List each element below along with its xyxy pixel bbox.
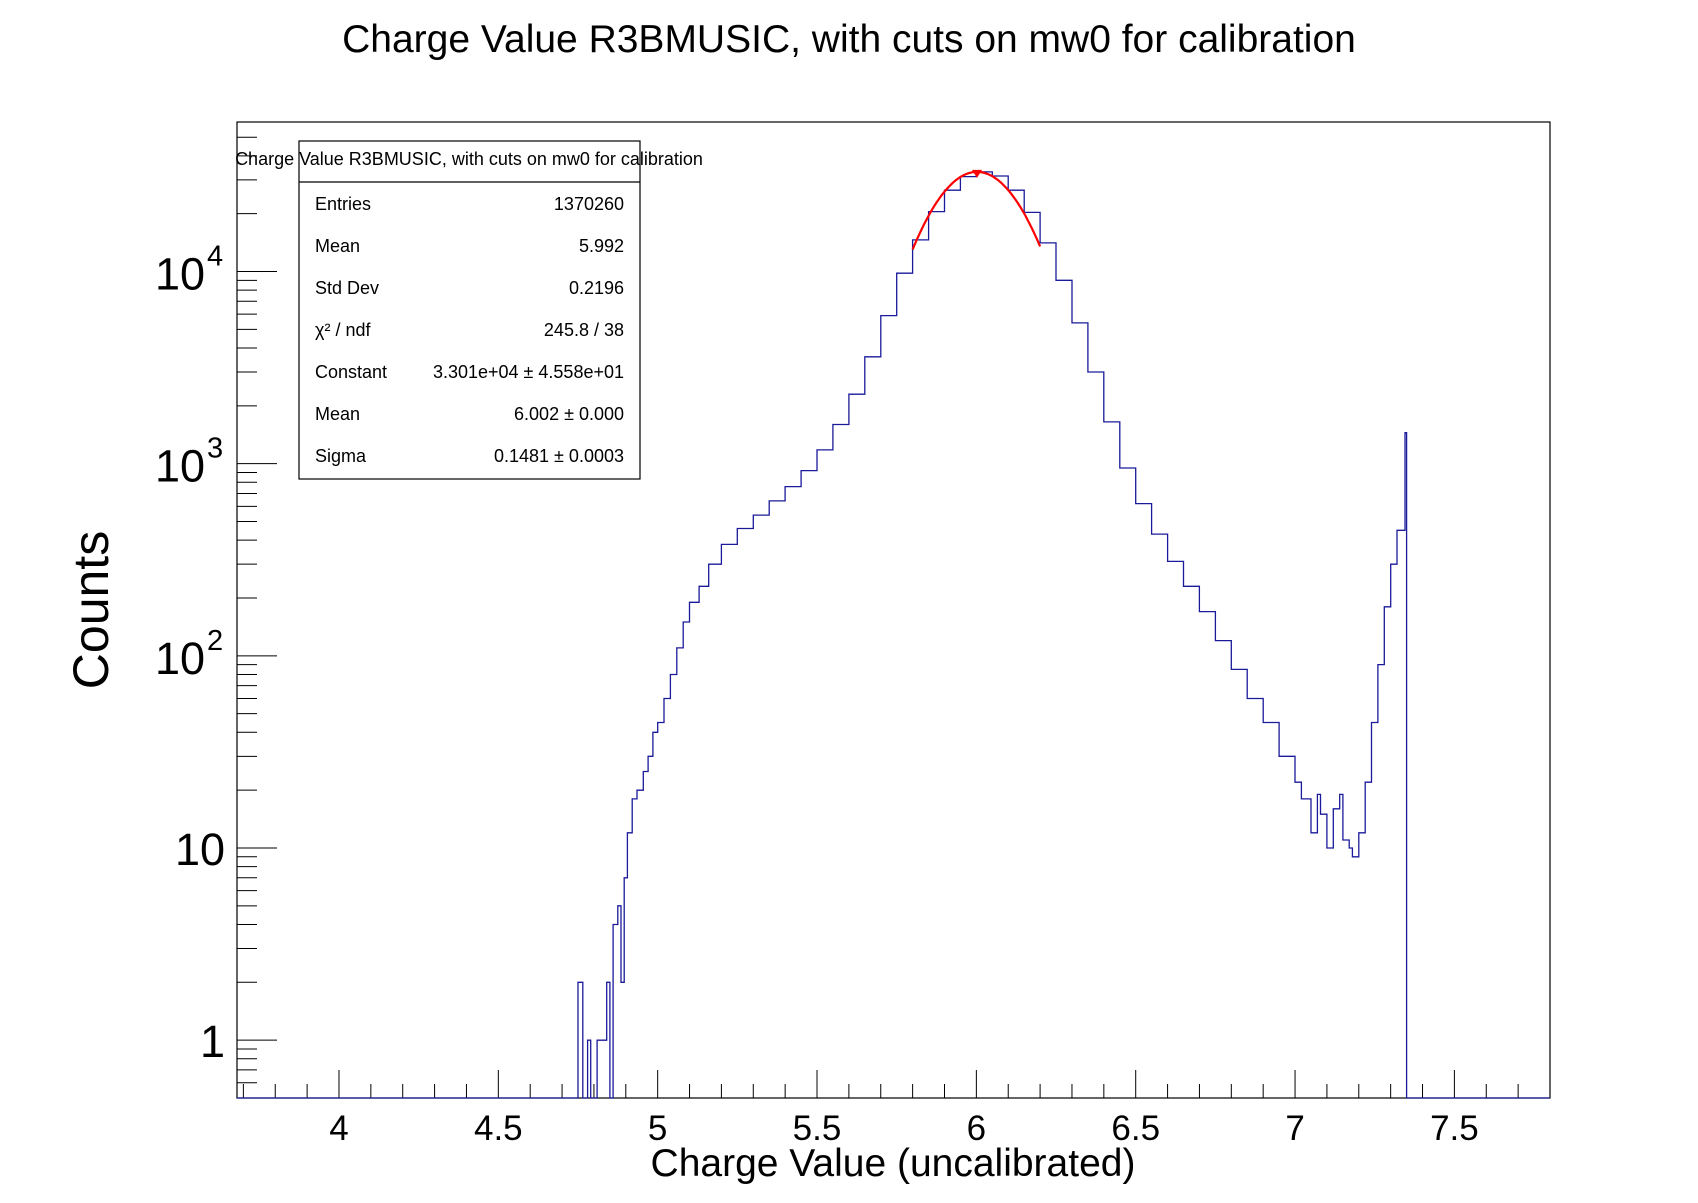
x-tick-label: 4.5 [474,1109,523,1148]
y-tick-base: 10 [155,441,205,492]
y-tick-label: 10 3 [155,433,223,492]
stats-box-frame [298,140,641,480]
y-axis-label: Counts [63,531,119,689]
x-axis-label: Charge Value (uncalibrated) [651,1142,1136,1185]
stats-row-label: Sigma [315,446,367,466]
y-tick-base: 1 [200,1016,225,1067]
x-tick-label: 6.5 [1111,1109,1160,1148]
y-tick-exponent: 4 [207,241,223,273]
stats-row-value: 6.002 ± 0.000 [514,404,624,424]
series-layer [237,169,1550,1099]
x-axis: 4 4.5 5 5.5 6 6.5 7 7.5 [242,1070,1551,1148]
x-tick-label: 6 [967,1109,986,1148]
gaus-fit-curve [911,170,1042,250]
fit-peak-marker [971,169,982,178]
stats-row-value: 3.301e+04 ± 4.558e+01 [433,362,624,382]
x-tick-label: 7 [1285,1109,1304,1148]
x-tick-label: 5.5 [793,1109,842,1148]
stats-row-label: χ² / ndf [315,320,371,340]
y-tick-base: 10 [175,824,225,875]
stats-row-label: Std Dev [315,278,379,298]
stats-row-value: 1370260 [554,194,624,214]
stats-row-label: Entries [315,194,371,214]
y-tick-base: 10 [155,249,205,300]
stats-row-label: Mean [315,404,360,424]
y-tick-label: 1 [200,1016,225,1067]
stats-box: Charge Value R3BMUSIC, with cuts on mw0 … [235,140,703,480]
x-tick-label: 5 [648,1109,667,1148]
chart-title: Charge Value R3BMUSIC, with cuts on mw0 … [342,18,1356,61]
y-tick-label: 10 2 [155,625,223,684]
stats-box-header: Charge Value R3BMUSIC, with cuts on mw0 … [235,149,703,169]
y-tick-label: 10 4 [155,241,223,300]
y-tick-base: 10 [155,633,205,684]
stats-row-value: 0.2196 [569,278,624,298]
x-tick-label: 7.5 [1430,1109,1479,1148]
y-tick-label: 10 [175,824,225,875]
y-tick-exponent: 3 [207,433,223,465]
stats-row-value: 245.8 / 38 [544,320,624,340]
stats-row-value: 0.1481 ± 0.0003 [494,446,624,466]
stats-row-label: Mean [315,236,360,256]
stats-row-label: Constant [315,362,387,382]
y-tick-exponent: 2 [207,625,223,657]
stats-row-value: 5.992 [579,236,624,256]
plot-frame [236,121,1551,1099]
x-tick-label: 4 [329,1109,348,1148]
